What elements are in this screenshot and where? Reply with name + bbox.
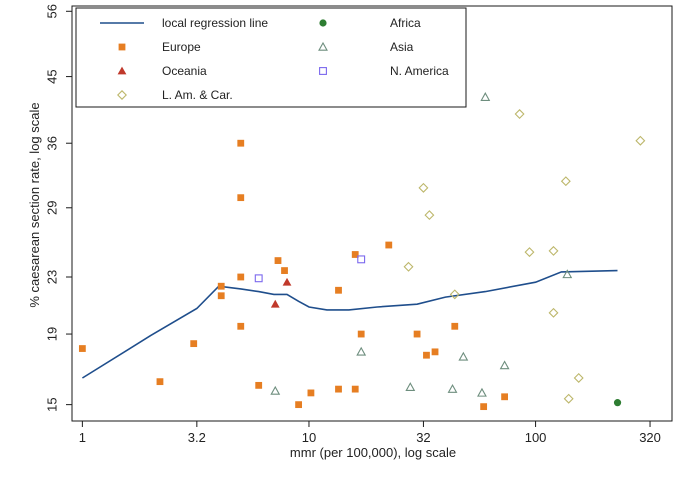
- legend-marker-africa: [319, 19, 327, 27]
- point-europe: [295, 401, 303, 409]
- x-tick-label: 100: [525, 430, 547, 445]
- legend-label-l-am-car: L. Am. & Car.: [162, 88, 233, 102]
- y-tick-label: 56: [45, 4, 60, 18]
- point-europe: [501, 393, 509, 401]
- point-asia: [477, 387, 487, 397]
- point-l-am-car: [563, 393, 574, 404]
- point-asia: [356, 346, 367, 356]
- y-tick-label: 19: [45, 327, 60, 341]
- point-europe: [307, 389, 315, 397]
- point-l-am-car: [635, 135, 646, 146]
- point-europe: [423, 351, 430, 359]
- point-l-am-car: [560, 176, 571, 187]
- x-tick-label: 32: [416, 430, 430, 445]
- series-n-america: [254, 255, 366, 283]
- x-tick-label: 1: [79, 430, 86, 445]
- point-asia: [499, 360, 510, 370]
- point-l-am-car: [403, 261, 414, 272]
- legend-label-oceania: Oceania: [162, 64, 207, 78]
- x-ticks: 1 3.2 10 32 100 320: [79, 421, 661, 445]
- y-axis: 15 19 23 29 36 45 56 % caesarean section rate,…: [27, 4, 73, 421]
- legend-marker-asia: [318, 41, 328, 51]
- point-africa: [613, 399, 622, 407]
- y-tick-label: 29: [45, 201, 60, 215]
- legend-marker-l-am-car: [117, 90, 127, 100]
- series-africa: [613, 399, 622, 407]
- series-l-am-car: [403, 109, 646, 404]
- legend-label-n-america: N. America: [390, 64, 449, 78]
- legend-box: [75, 7, 467, 108]
- legend-items: local regression line Africa Europe Asia Oce…: [100, 16, 449, 102]
- data-points-layer: [78, 92, 646, 411]
- point-l-am-car: [514, 109, 525, 119]
- point-n-america: [254, 274, 263, 283]
- point-europe: [237, 322, 245, 330]
- series-europe: [78, 139, 509, 411]
- point-n-america: [357, 255, 366, 264]
- x-tick-label: 320: [639, 430, 661, 445]
- legend-marker-europe: [118, 43, 126, 51]
- point-europe: [413, 330, 421, 338]
- point-europe: [190, 340, 198, 348]
- y-tick-label: 36: [45, 136, 60, 150]
- point-europe: [217, 292, 225, 300]
- point-europe: [237, 139, 245, 147]
- y-tick-label: 23: [45, 270, 60, 284]
- point-europe: [357, 330, 365, 338]
- point-europe: [335, 385, 342, 393]
- point-europe: [237, 273, 245, 281]
- point-oceania: [270, 299, 280, 308]
- point-asia: [562, 269, 573, 279]
- point-europe: [351, 251, 359, 258]
- point-l-am-car: [548, 307, 559, 318]
- point-europe: [451, 322, 459, 330]
- legend-label-europe: Europe: [162, 40, 201, 54]
- point-europe: [78, 345, 86, 352]
- point-l-am-car: [424, 210, 435, 221]
- point-asia: [405, 382, 416, 391]
- point-l-am-car: [524, 247, 535, 258]
- y-axis-title: % caesarean section rate, log scale: [27, 102, 42, 307]
- point-oceania: [282, 277, 292, 286]
- point-asia: [270, 385, 281, 395]
- point-asia: [458, 351, 469, 361]
- point-l-am-car: [548, 245, 559, 256]
- point-europe: [335, 286, 342, 294]
- point-europe: [351, 385, 359, 393]
- point-europe: [217, 282, 225, 290]
- point-asia: [480, 92, 491, 101]
- series-oceania: [270, 277, 292, 308]
- legend-marker-n-america: [319, 67, 327, 75]
- y-tick-label: 45: [45, 69, 60, 83]
- point-l-am-car: [418, 182, 429, 193]
- point-europe: [274, 257, 282, 264]
- x-axis: 1 3.2 10 32 100 320 mmr (per 100,000), log sc…: [72, 420, 672, 460]
- x-axis-title: mmr (per 100,000), log scale: [290, 445, 456, 460]
- legend-label-africa: Africa: [390, 16, 421, 30]
- series-asia: [270, 92, 573, 397]
- legend-label-asia: Asia: [390, 40, 414, 54]
- point-asia: [447, 383, 458, 393]
- point-europe: [255, 381, 263, 389]
- x-tick-label: 3.2: [188, 430, 206, 445]
- point-l-am-car: [449, 289, 460, 300]
- legend: local regression line Africa Europe Asia Oce…: [75, 7, 467, 108]
- point-europe: [480, 403, 488, 411]
- point-europe: [385, 241, 393, 249]
- point-europe: [281, 267, 288, 274]
- x-tick-label: 10: [302, 430, 316, 445]
- y-ticks: 15 19 23 29 36 45 56: [45, 4, 72, 412]
- legend-marker-oceania: [117, 66, 127, 75]
- y-tick-label: 15: [45, 397, 60, 411]
- legend-label-local-regression-line: local regression line: [162, 16, 268, 30]
- point-europe: [237, 194, 245, 202]
- point-europe: [431, 348, 439, 356]
- point-l-am-car: [573, 373, 584, 383]
- point-europe: [156, 378, 164, 386]
